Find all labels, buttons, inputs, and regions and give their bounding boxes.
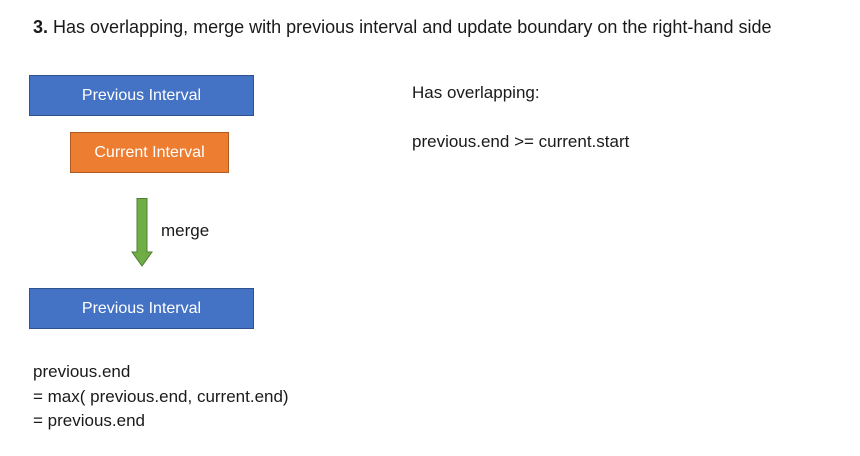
step-number: 3. bbox=[33, 17, 49, 37]
formula-block: previous.end = max( previous.end, curren… bbox=[33, 360, 289, 434]
condition-expression: previous.end >= current.start bbox=[412, 132, 630, 151]
heading-text: Has overlapping, merge with previous int… bbox=[53, 17, 772, 37]
heading: 3. Has overlapping, merge with previous … bbox=[33, 15, 771, 39]
current-interval-label: Current Interval bbox=[94, 143, 205, 161]
formula-line-2: = max( previous.end, current.end) bbox=[33, 386, 289, 406]
down-arrow-icon bbox=[131, 198, 153, 267]
current-interval-box: Current Interval bbox=[70, 132, 229, 173]
formula-line-1: previous.end bbox=[33, 362, 131, 381]
merged-interval-box: Previous Interval bbox=[29, 288, 254, 329]
formula-line-3: = previous.end bbox=[33, 411, 145, 430]
merged-interval-label: Previous Interval bbox=[81, 299, 202, 317]
previous-interval-box: Previous Interval bbox=[29, 75, 254, 116]
merge-label: merge bbox=[161, 221, 210, 240]
previous-interval-label: Previous Interval bbox=[81, 86, 202, 104]
condition-title: Has overlapping: bbox=[412, 83, 540, 102]
